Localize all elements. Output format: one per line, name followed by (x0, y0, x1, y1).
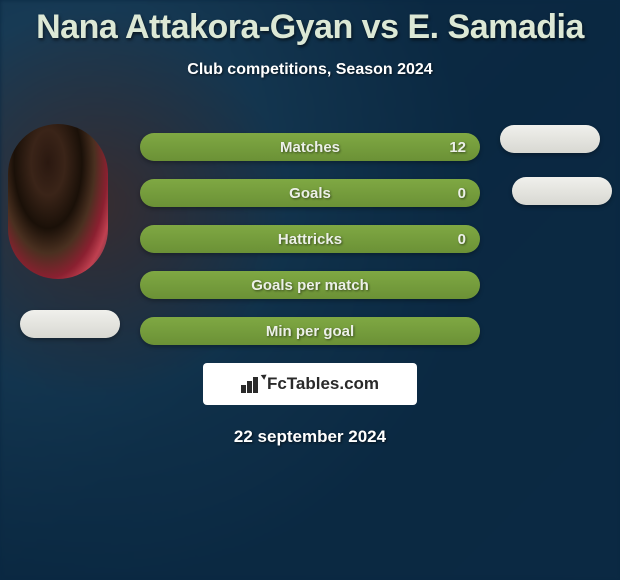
stat-pill-right-1 (500, 125, 600, 153)
stat-value: 0 (458, 231, 466, 248)
stat-value: 12 (449, 139, 466, 156)
stat-value: 0 (458, 185, 466, 202)
page-title: Nana Attakora-Gyan vs E. Samadia (0, 8, 620, 47)
stat-bar-matches: Matches 12 (140, 133, 480, 161)
stat-bar-hattricks: Hattricks 0 (140, 225, 480, 253)
stat-bar-goals-per-match: Goals per match (140, 271, 480, 299)
chart-icon (241, 375, 263, 393)
watermark-text: FcTables.com (267, 374, 379, 394)
stat-label: Hattricks (278, 231, 342, 248)
stat-bar-goals: Goals 0 (140, 179, 480, 207)
stat-bar-min-per-goal: Min per goal (140, 317, 480, 345)
date-text: 22 september 2024 (0, 427, 620, 447)
player-photo-left (8, 124, 108, 279)
stat-label: Min per goal (266, 323, 354, 340)
stats-list: Matches 12 Goals 0 Hattricks 0 Goals per… (140, 133, 480, 345)
subtitle: Club competitions, Season 2024 (0, 61, 620, 79)
stat-label: Matches (280, 139, 340, 156)
stat-pill-left (20, 310, 120, 338)
content-container: Nana Attakora-Gyan vs E. Samadia Club co… (0, 0, 620, 455)
stat-label: Goals per match (251, 277, 369, 294)
watermark-box: FcTables.com (203, 363, 417, 405)
stat-label: Goals (289, 185, 331, 202)
stat-pill-right-2 (512, 177, 612, 205)
